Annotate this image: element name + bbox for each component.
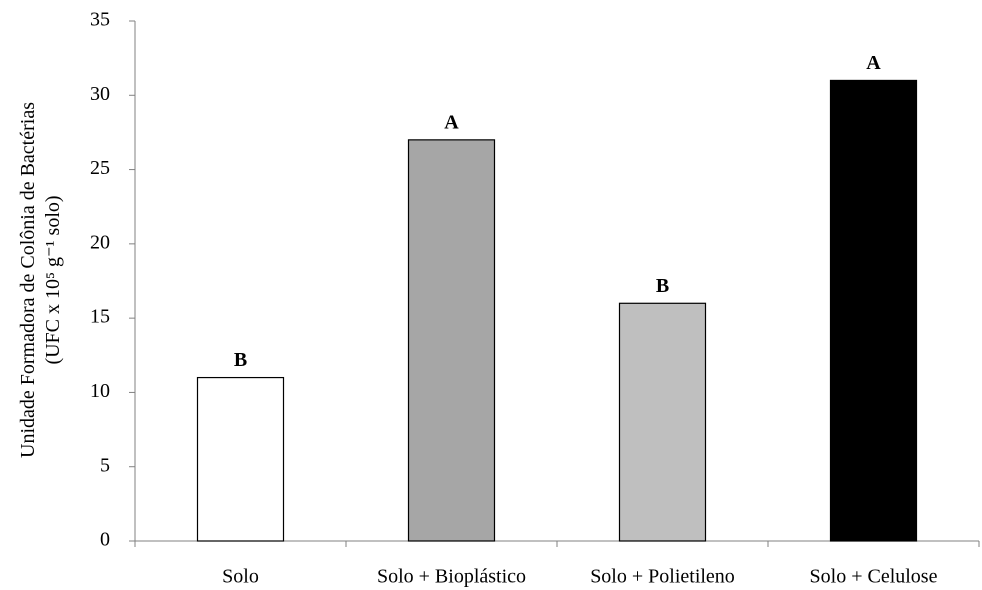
x-tick-label: Solo + Bioplástico <box>377 566 526 588</box>
annotation: B <box>234 349 247 371</box>
y-axis-title-line: Unidade Formadora de Colônia de Bactéria… <box>17 102 39 458</box>
annotation: A <box>444 111 459 133</box>
annotation: A <box>866 52 881 74</box>
y-tick-label: 35 <box>90 9 110 31</box>
y-tick-label: 15 <box>90 306 110 328</box>
x-tick-label: Solo <box>222 566 259 588</box>
y-tick-label: 25 <box>90 157 110 179</box>
y-axis-title: Unidade Formadora de Colônia de Bactéria… <box>17 102 64 458</box>
bar <box>618 302 707 542</box>
y-tick-label: 20 <box>90 231 110 253</box>
y-tick-label: 30 <box>90 83 110 105</box>
bar <box>407 139 496 542</box>
x-tick-label: Solo + Polietileno <box>590 566 735 588</box>
bar <box>829 79 918 542</box>
y-tick-label: 0 <box>100 529 110 551</box>
y-axis-title-line: (UFC x 10⁵ g⁻¹ solo) <box>42 195 64 364</box>
y-tick-label: 10 <box>90 380 110 402</box>
annotation: B <box>656 275 669 297</box>
bar <box>196 376 285 542</box>
x-tick-label: Solo + Celulose <box>810 566 938 588</box>
y-tick-label: 5 <box>100 454 110 476</box>
